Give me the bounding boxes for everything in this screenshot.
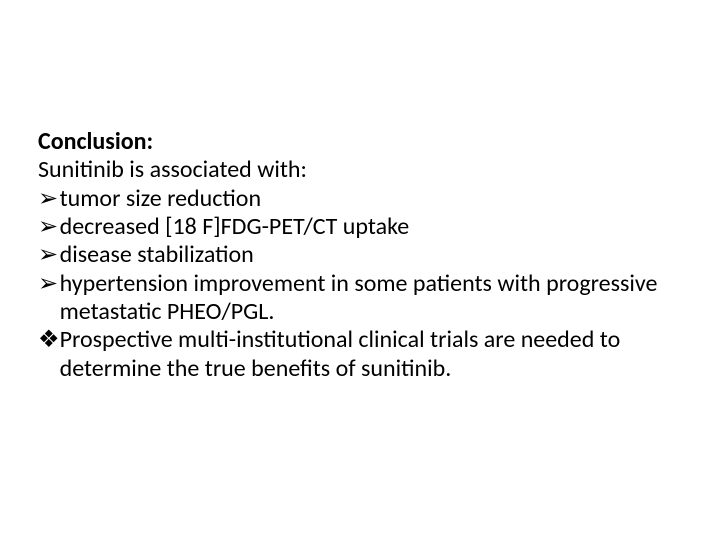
bullet-item-3: ➢ disease stabilization [38, 241, 682, 269]
arrow-icon: ➢ [38, 270, 60, 298]
text-block: Conclusion: Sunitinib is associated with… [38, 128, 682, 383]
bullet-text: tumor size reduction [60, 185, 682, 213]
arrow-icon: ➢ [38, 241, 60, 269]
diamond-icon: ❖ [38, 326, 60, 354]
diamond-item: ❖ Prospective multi-institutional clinic… [38, 326, 682, 383]
slide: Conclusion: Sunitinib is associated with… [0, 0, 720, 540]
bullet-text: hypertension improvement in some patient… [60, 270, 682, 327]
arrow-icon: ➢ [38, 213, 60, 241]
bullet-text: disease stabilization [60, 241, 682, 269]
bullet-item-2: ➢ decreased [18 F]FDG-PET/CT uptake [38, 213, 682, 241]
intro-line: Sunitinib is associated with: [38, 156, 682, 184]
bullet-item-1: ➢ tumor size reduction [38, 185, 682, 213]
bullet-text: decreased [18 F]FDG-PET/CT uptake [60, 213, 682, 241]
bullet-item-4: ➢ hypertension improvement in some patie… [38, 270, 682, 327]
heading-conclusion: Conclusion: [38, 128, 682, 156]
arrow-icon: ➢ [38, 185, 60, 213]
diamond-text: Prospective multi-institutional clinical… [60, 326, 682, 383]
